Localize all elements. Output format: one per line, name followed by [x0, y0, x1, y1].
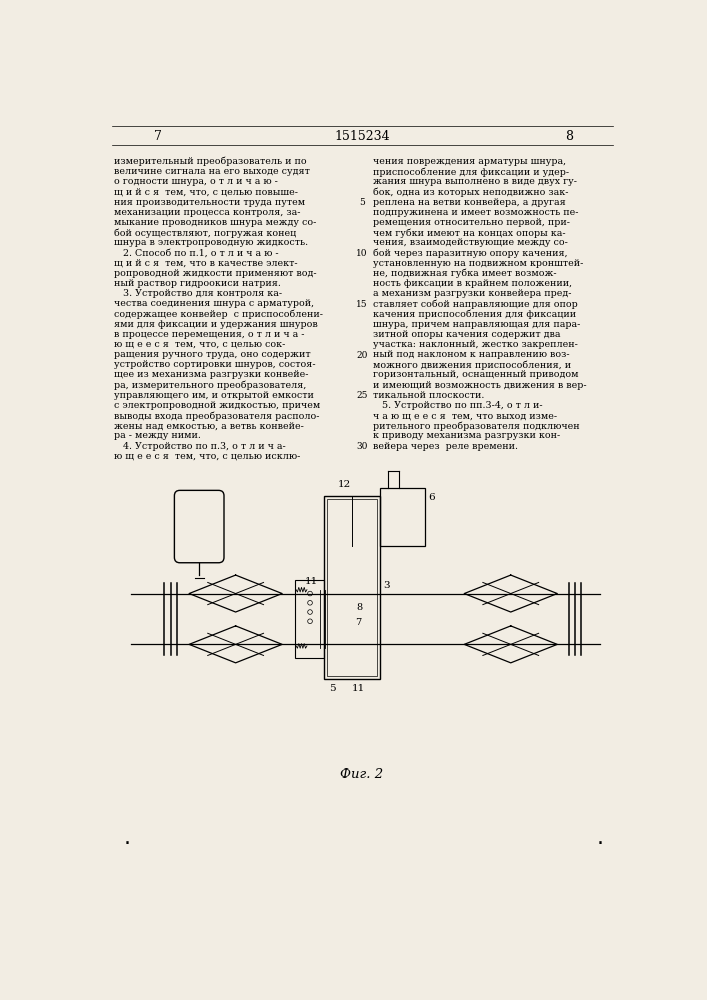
Text: шнура в электропроводную жидкость.: шнура в электропроводную жидкость. — [114, 238, 308, 247]
Text: ·: · — [597, 834, 603, 854]
Text: приспособление для фиксации и удер-: приспособление для фиксации и удер- — [373, 167, 569, 177]
Text: 7: 7 — [355, 618, 361, 627]
Text: жены над емкостью, а ветвь конвейе-: жены над емкостью, а ветвь конвейе- — [114, 421, 304, 430]
Text: 12: 12 — [337, 480, 351, 489]
Text: ния производительности труда путем: ния производительности труда путем — [114, 198, 305, 207]
Text: Фиг. 2: Фиг. 2 — [340, 768, 383, 781]
Text: чения повреждения арматуры шнура,: чения повреждения арматуры шнура, — [373, 157, 566, 166]
Text: щее из механизма разгрузки конвейе-: щее из механизма разгрузки конвейе- — [114, 370, 308, 379]
Text: 15: 15 — [356, 300, 368, 309]
Text: 8: 8 — [565, 130, 573, 143]
Text: ра - между ними.: ра - между ними. — [114, 431, 201, 440]
Text: 5: 5 — [359, 198, 365, 207]
Text: вейера через  реле времени.: вейера через реле времени. — [373, 442, 518, 451]
Text: чения, взаимодействующие между со-: чения, взаимодействующие между со- — [373, 238, 568, 247]
Text: зитной опоры качения содержит два: зитной опоры качения содержит два — [373, 330, 561, 339]
Text: устройство сортировки шнуров, состоя-: устройство сортировки шнуров, состоя- — [114, 360, 315, 369]
Text: ность фиксации в крайнем положении,: ность фиксации в крайнем положении, — [373, 279, 572, 288]
Text: 11: 11 — [351, 684, 365, 693]
Text: ремещения относительно первой, при-: ремещения относительно первой, при- — [373, 218, 570, 227]
Text: выводы входа преобразователя располо-: выводы входа преобразователя располо- — [114, 411, 320, 421]
Text: о годности шнура, о т л и ч а ю -: о годности шнура, о т л и ч а ю - — [114, 177, 278, 186]
Text: щ и й с я  тем, что, с целью повыше-: щ и й с я тем, что, с целью повыше- — [114, 187, 298, 196]
Text: 6: 6 — [428, 493, 436, 502]
Text: жания шнура выполнено в виде двух гу-: жания шнура выполнено в виде двух гу- — [373, 177, 577, 186]
Text: 1515234: 1515234 — [334, 130, 390, 143]
Text: ·: · — [124, 834, 131, 854]
Text: 5: 5 — [329, 684, 336, 693]
Text: 4. Устройство по п.3, о т л и ч а-: 4. Устройство по п.3, о т л и ч а- — [114, 442, 286, 451]
Text: бок, одна из которых неподвижно зак-: бок, одна из которых неподвижно зак- — [373, 187, 568, 197]
Text: 3: 3 — [384, 581, 390, 590]
Bar — [327, 499, 377, 676]
Text: качения приспособления для фиксации: качения приспособления для фиксации — [373, 309, 576, 319]
Text: ю щ е е с я  тем, что, с целью исклю-: ю щ е е с я тем, что, с целью исклю- — [114, 452, 300, 461]
Text: ра, измерительного преобразователя,: ра, измерительного преобразователя, — [114, 381, 306, 390]
Text: участка: наклонный, жестко закреплен-: участка: наклонный, жестко закреплен- — [373, 340, 578, 349]
Text: ращения ручного труда, оно содержит: ращения ручного труда, оно содержит — [114, 350, 310, 359]
Text: ставляет собой направляющие для опор: ставляет собой направляющие для опор — [373, 299, 578, 309]
Text: 20: 20 — [356, 351, 368, 360]
Bar — [324, 496, 380, 679]
Text: управляющего им, и открытой емкости: управляющего им, и открытой емкости — [114, 391, 314, 400]
Bar — [295, 580, 324, 658]
Text: реплена на ветви конвейера, а другая: реплена на ветви конвейера, а другая — [373, 198, 566, 207]
Text: ч а ю щ е е с я  тем, что выход изме-: ч а ю щ е е с я тем, что выход изме- — [373, 411, 557, 420]
Text: ный раствор гидроокиси натрия.: ный раствор гидроокиси натрия. — [114, 279, 281, 288]
Text: 3. Устройство для контроля ка-: 3. Устройство для контроля ка- — [114, 289, 282, 298]
Text: 30: 30 — [356, 442, 368, 451]
Text: и имеющий возможность движения в вер-: и имеющий возможность движения в вер- — [373, 381, 586, 390]
Text: щ и й с я  тем, что в качестве элект-: щ и й с я тем, что в качестве элект- — [114, 259, 298, 268]
Text: величине сигнала на его выходе судят: величине сигнала на его выходе судят — [114, 167, 310, 176]
Text: бой осуществляют, погружая конец: бой осуществляют, погружая конец — [114, 228, 296, 238]
Text: ропроводной жидкости применяют вод-: ропроводной жидкости применяют вод- — [114, 269, 317, 278]
Text: не, подвижная губка имеет возмож-: не, подвижная губка имеет возмож- — [373, 269, 556, 278]
Text: рительного преобразователя подключен: рительного преобразователя подключен — [373, 421, 580, 431]
Text: 10: 10 — [356, 249, 368, 258]
Text: установленную на подвижном кронштей-: установленную на подвижном кронштей- — [373, 259, 583, 268]
Text: ю щ е е с я  тем, что, с целью сок-: ю щ е е с я тем, что, с целью сок- — [114, 340, 286, 349]
Text: мыкание проводников шнура между со-: мыкание проводников шнура между со- — [114, 218, 316, 227]
Text: к приводу механизма разгрузки кон-: к приводу механизма разгрузки кон- — [373, 431, 560, 440]
Text: ями для фиксации и удержания шнуров: ями для фиксации и удержания шнуров — [114, 320, 317, 329]
Text: 8: 8 — [356, 603, 363, 612]
Text: измерительный преобразователь и по: измерительный преобразователь и по — [114, 157, 307, 166]
Text: бой через паразитную опору качения,: бой через паразитную опору качения, — [373, 248, 568, 258]
Text: в процессе перемещения, о т л и ч а -: в процессе перемещения, о т л и ч а - — [114, 330, 305, 339]
Text: чества соединения шнура с арматурой,: чества соединения шнура с арматурой, — [114, 299, 314, 308]
Text: подпружинена и имеет возможность пе-: подпружинена и имеет возможность пе- — [373, 208, 578, 217]
Text: 25: 25 — [356, 391, 368, 400]
Text: а механизм разгрузки конвейера пред-: а механизм разгрузки конвейера пред- — [373, 289, 571, 298]
Text: чем губки имеют на концах опоры ка-: чем губки имеют на концах опоры ка- — [373, 228, 566, 238]
Text: 5. Устройство по пп.3-4, о т л и-: 5. Устройство по пп.3-4, о т л и- — [373, 401, 542, 410]
Text: с электропроводной жидкостью, причем: с электропроводной жидкостью, причем — [114, 401, 320, 410]
Text: содержащее конвейер  с приспособлени-: содержащее конвейер с приспособлени- — [114, 309, 323, 319]
Text: 7: 7 — [154, 130, 162, 143]
Text: шнура, причем направляющая для пара-: шнура, причем направляющая для пара- — [373, 320, 580, 329]
Bar — [380, 488, 425, 546]
Text: тикальной плоскости.: тикальной плоскости. — [373, 391, 484, 400]
Text: ный под наклоном к направлению воз-: ный под наклоном к направлению воз- — [373, 350, 569, 359]
Text: можного движения приспособления, и: можного движения приспособления, и — [373, 360, 571, 370]
Text: 11: 11 — [305, 578, 317, 586]
Text: 2. Способ по п.1, о т л и ч а ю -: 2. Способ по п.1, о т л и ч а ю - — [114, 248, 279, 257]
Text: механизации процесса контроля, за-: механизации процесса контроля, за- — [114, 208, 300, 217]
Text: горизонтальный, оснащенный приводом: горизонтальный, оснащенный приводом — [373, 370, 578, 379]
